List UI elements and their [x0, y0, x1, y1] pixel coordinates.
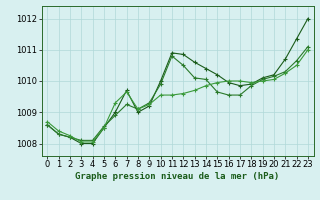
X-axis label: Graphe pression niveau de la mer (hPa): Graphe pression niveau de la mer (hPa) [76, 172, 280, 181]
